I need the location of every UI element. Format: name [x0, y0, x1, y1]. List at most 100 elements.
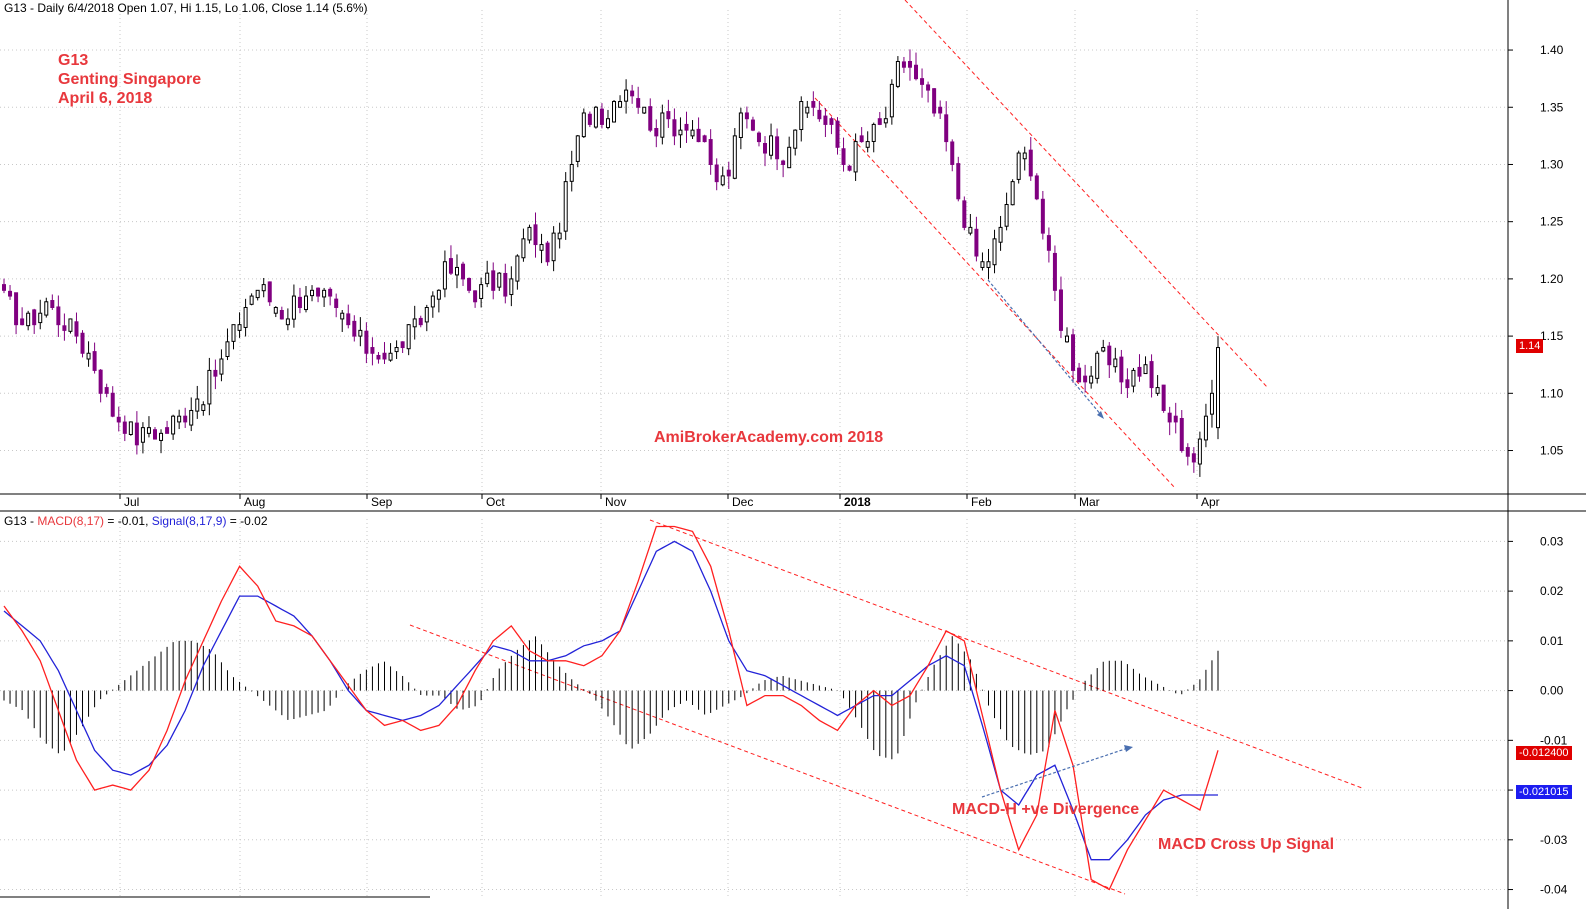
price-channel-upper	[904, 0, 1269, 389]
candle-down	[708, 139, 713, 165]
candle-down	[636, 98, 641, 108]
price-channel-lower	[814, 97, 1176, 489]
candle-up	[249, 295, 254, 305]
candle-down	[654, 128, 659, 137]
candle-down	[1119, 356, 1124, 383]
candle-down	[811, 101, 816, 108]
candle-up	[1131, 369, 1136, 387]
candle-up	[195, 398, 200, 412]
candle-up	[527, 226, 532, 241]
candle-up	[986, 261, 991, 268]
price-y-tick-label: 1.30	[1540, 157, 1564, 171]
candle-up	[738, 112, 743, 139]
candle-down	[62, 325, 67, 331]
candle-down	[974, 228, 979, 257]
ticker-label: G13	[58, 52, 89, 69]
candle-down	[503, 272, 508, 297]
candle-up	[237, 324, 242, 331]
candle-down	[926, 84, 931, 91]
candle-up	[521, 238, 526, 259]
candle-up	[388, 352, 393, 361]
candle-up	[201, 404, 206, 411]
candle-up	[895, 60, 900, 87]
candle-down	[346, 313, 351, 326]
candle-down	[110, 392, 115, 417]
macd-grid	[0, 519, 1508, 897]
candle-down	[956, 163, 961, 200]
candle-up	[805, 106, 810, 114]
x-tick-label-mar: Mar	[1079, 495, 1100, 509]
candle-down	[750, 119, 755, 131]
trend-channels	[409, 0, 1363, 895]
candle-down	[1083, 375, 1088, 383]
macd-y-tick-label: 0.00	[1540, 684, 1564, 698]
x-tick-label-jul: Jul	[124, 495, 139, 509]
candle-up	[436, 289, 441, 300]
price-y-tick-label: 1.20	[1540, 272, 1564, 286]
candle-up	[412, 318, 417, 328]
last-macd-tag: -0.012400	[1516, 746, 1572, 760]
candle-up	[479, 284, 484, 299]
candle-up	[255, 289, 260, 299]
candle-up	[140, 427, 145, 443]
candle-up	[146, 427, 151, 434]
candle-up	[853, 141, 858, 173]
candle-up	[968, 226, 973, 234]
price-y-tick-label: 1.15	[1540, 329, 1564, 343]
candle-up	[219, 358, 224, 375]
candle-down	[775, 136, 780, 160]
candlestick-series	[2, 49, 1220, 477]
candle-up	[624, 89, 629, 102]
candle-up	[605, 118, 610, 128]
candle-down	[944, 114, 949, 143]
candle-down	[684, 123, 689, 131]
last-signal-tag: -0.021015	[1516, 785, 1572, 799]
candle-up	[793, 129, 798, 149]
candle-up	[340, 312, 345, 320]
candle-down	[817, 109, 822, 120]
candle-down	[2, 284, 6, 291]
candle-down	[630, 90, 635, 97]
candle-up	[515, 255, 520, 282]
macd-divergence-arrow	[981, 747, 1129, 798]
candle-up	[442, 261, 447, 290]
candle-down	[950, 141, 955, 165]
candle-down	[267, 281, 272, 303]
candle-up	[406, 324, 411, 350]
candle-down	[744, 112, 749, 120]
company-label: Genting Singapore	[58, 71, 202, 88]
cross-up-annotation: MACD Cross Up Signal	[1158, 836, 1335, 853]
watermark-text: AmiBrokerAcademy.com 2018	[654, 429, 884, 446]
candle-down	[702, 135, 707, 143]
candle-down	[1185, 447, 1190, 457]
macd-y-tick-label: 0.02	[1540, 584, 1564, 598]
candle-down	[448, 258, 453, 274]
candle-down	[672, 119, 677, 137]
candle-down	[32, 309, 37, 326]
candle-down	[587, 113, 592, 125]
candle-down	[859, 135, 864, 143]
candle-up	[799, 101, 804, 131]
macd-lines	[3, 525, 1219, 891]
price-grid	[0, 10, 1508, 494]
candle-up	[1065, 335, 1070, 343]
candle-down	[714, 164, 719, 183]
candle-up	[871, 123, 876, 142]
x-tick-label-feb: Feb	[971, 495, 992, 509]
candle-down	[316, 287, 321, 297]
candle-up	[285, 318, 290, 326]
candle-up	[1203, 415, 1208, 441]
candle-down	[1191, 453, 1196, 463]
candle-up	[231, 324, 236, 342]
candle-up	[68, 318, 73, 332]
candle-down	[545, 242, 550, 263]
candle-up	[575, 135, 580, 162]
candle-up	[44, 301, 49, 316]
candle-up	[159, 432, 164, 441]
candle-down	[8, 290, 13, 297]
candle-down	[473, 290, 478, 303]
candle-up	[883, 118, 888, 124]
candle-down	[467, 277, 472, 291]
candle-down	[1077, 367, 1082, 383]
